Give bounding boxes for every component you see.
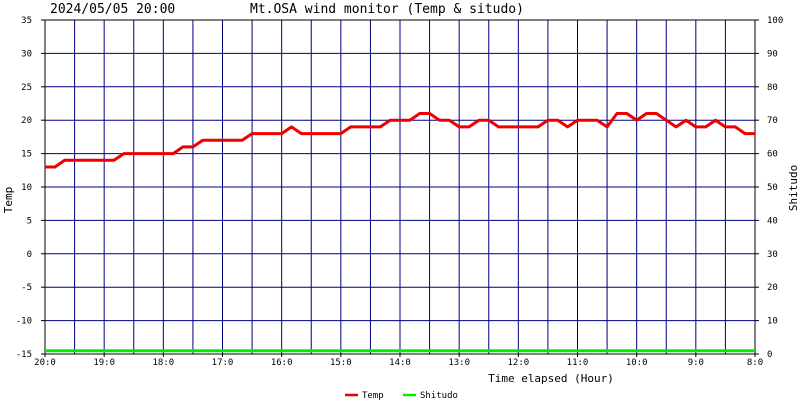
tick-label-right: 90 (767, 49, 778, 59)
tick-label-left: 30 (21, 49, 32, 59)
tick-label-x: 18:0 (152, 358, 174, 368)
legend: Temp Shitudo (345, 391, 458, 400)
tick-label-x: 20:0 (34, 358, 56, 368)
x-axis-label: Time elapsed (Hour) (488, 372, 614, 385)
tick-label-x: 15:0 (330, 358, 352, 368)
left-y-ticks: 35 30 25 20 15 10 5 0 -5 -10 -15 (16, 16, 45, 360)
legend-temp-label: Temp (362, 391, 384, 400)
series-layer (45, 112, 755, 353)
tick-label-x: 16:0 (271, 358, 293, 368)
tick-label-right: 70 (767, 116, 778, 126)
tick-label-right: 100 (767, 16, 783, 26)
tick-label-right: 40 (767, 216, 778, 226)
chart-title: Mt.OSA wind monitor (Temp & situdo) (250, 2, 524, 17)
tick-label-right: 80 (767, 83, 778, 93)
chart-timestamp: 2024/05/05 20:00 (50, 2, 175, 17)
tick-label-x: 19:0 (93, 358, 115, 368)
legend-shitudo-label: Shitudo (420, 391, 458, 400)
tick-label-right: 50 (767, 183, 778, 193)
tick-label-left: -15 (16, 350, 32, 360)
y-axis-left-label: Temp (2, 187, 15, 214)
tick-label-left: 25 (21, 83, 32, 93)
tick-label-x: 14:0 (389, 358, 411, 368)
x-ticks: 20:0 19:0 18:0 17:0 16:0 15:0 14:0 13:0 12:0 11:0… (34, 354, 763, 368)
tick-label-left: 5 (27, 216, 32, 226)
tick-label-right: 10 (767, 317, 778, 327)
temp-series-line (45, 112, 755, 169)
tick-label-right: 60 (767, 150, 778, 160)
tick-label-right: 20 (767, 283, 778, 293)
tick-label-left: -10 (16, 317, 32, 327)
tick-label-x: 8:0 (747, 358, 763, 368)
tick-label-x: 13:0 (448, 358, 470, 368)
tick-label-left: 20 (21, 116, 32, 126)
tick-label-x: 11:0 (567, 358, 589, 368)
tick-label-left: 15 (21, 150, 32, 160)
tick-label-x: 9:0 (688, 358, 704, 368)
tick-label-x: 17:0 (212, 358, 234, 368)
tick-label-right: 0 (767, 350, 772, 360)
tick-label-x: 12:0 (507, 358, 529, 368)
tick-label-x: 10:0 (626, 358, 648, 368)
y-axis-right-label: Shitudo (787, 165, 800, 211)
tick-label-left: 10 (21, 183, 32, 193)
tick-label-right: 30 (767, 250, 778, 260)
tick-label-left: -5 (21, 283, 32, 293)
tick-label-left: 35 (21, 16, 32, 26)
tick-label-left: 0 (27, 250, 32, 260)
